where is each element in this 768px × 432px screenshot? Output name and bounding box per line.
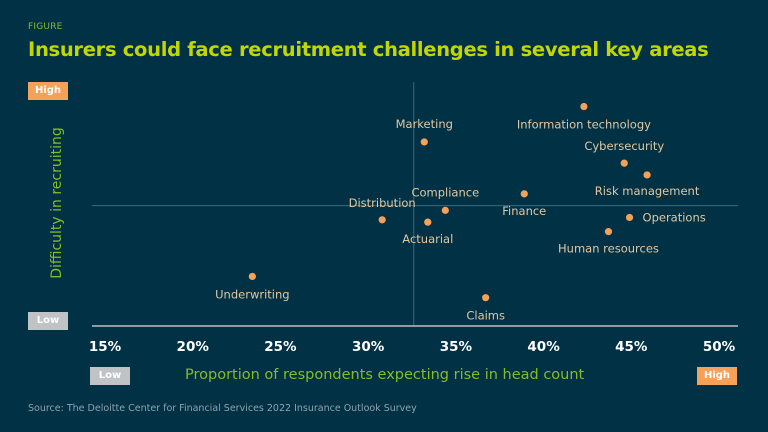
data-point xyxy=(604,228,613,236)
data-point xyxy=(625,213,634,222)
x-high-badge: High xyxy=(697,367,737,385)
data-point xyxy=(482,294,490,302)
x-low-badge: Low xyxy=(90,367,130,385)
point-label: Risk management xyxy=(595,184,700,198)
data-point xyxy=(420,138,428,146)
point-label: Information technology xyxy=(517,118,651,132)
x-tick-label: 45% xyxy=(615,339,648,355)
x-tick-label: 15% xyxy=(89,339,122,355)
point-label: Distribution xyxy=(349,196,416,210)
point-label: Underwriting xyxy=(215,287,289,301)
x-tick-label: 50% xyxy=(703,339,736,355)
point-label: Cybersecurity xyxy=(584,139,664,153)
point-label: Claims xyxy=(466,309,505,323)
point-label: Actuarial xyxy=(402,232,453,246)
chart-title: Insurers could face recruitment challeng… xyxy=(28,38,709,61)
figure-eyebrow: FIGURE xyxy=(28,22,63,32)
data-point xyxy=(620,159,628,167)
x-tick-label: 40% xyxy=(527,339,560,355)
x-axis-label: Proportion of respondents expecting rise… xyxy=(185,367,585,383)
data-point xyxy=(580,102,588,111)
y-low-badge: Low xyxy=(28,312,68,330)
x-tick-label: 30% xyxy=(352,339,385,355)
point-label: Finance xyxy=(502,204,546,218)
x-tick-label: 20% xyxy=(177,339,210,355)
data-point xyxy=(520,190,528,198)
point-label: Human resources xyxy=(558,242,659,256)
x-tick-label: 35% xyxy=(440,339,473,355)
y-high-badge: High xyxy=(28,82,68,100)
data-point xyxy=(643,171,651,179)
x-tick-label: 25% xyxy=(264,339,297,355)
data-point xyxy=(424,218,432,226)
data-point xyxy=(378,216,386,224)
point-label: Operations xyxy=(643,210,706,224)
point-label: Compliance xyxy=(411,185,479,199)
data-point xyxy=(441,206,449,214)
data-point xyxy=(248,272,256,281)
source-note: Source: The Deloitte Center for Financia… xyxy=(28,403,417,414)
point-label: Marketing xyxy=(396,117,453,131)
